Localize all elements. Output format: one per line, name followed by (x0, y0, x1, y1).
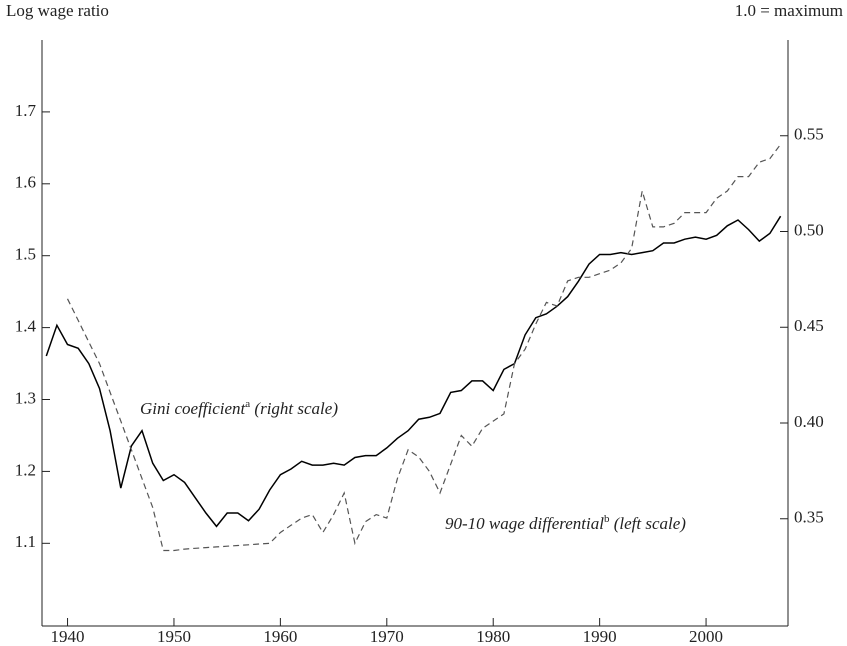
y-tick-label: 1.6 (15, 173, 36, 192)
x-tick-label: 1990 (583, 627, 617, 646)
series-line (66, 143, 782, 552)
x-tick-label: 2000 (689, 627, 723, 646)
y-tick-label: 1.2 (15, 460, 36, 479)
y-tick-label: 1.7 (15, 101, 37, 120)
y-tick-label: 1.5 (15, 245, 36, 264)
annotation-sup: b (604, 513, 610, 525)
annotation-name: 90-10 wage differential (445, 514, 604, 533)
x-tick-label: 1960 (263, 627, 297, 646)
y-tick-label: 1.1 (15, 532, 36, 551)
x-tick-label: 1940 (51, 627, 85, 646)
x-tick-label: 1970 (370, 627, 404, 646)
x-tick-label: 1950 (157, 627, 191, 646)
y2-tick-label: 0.55 (794, 125, 824, 144)
y2-tick-label: 0.45 (794, 316, 824, 335)
y-tick-label: 1.4 (15, 317, 37, 336)
annotation-sup: a (245, 398, 250, 410)
y2-tick-label: 0.35 (794, 508, 824, 527)
annotation-name: Gini coefficient (140, 399, 247, 418)
y2-tick-label: 0.50 (794, 220, 824, 239)
y-tick-label: 1.3 (15, 388, 36, 407)
series-line (45, 215, 782, 528)
x-tick-label: 1980 (476, 627, 510, 646)
annotation-note: (left scale) (609, 514, 686, 533)
annotation-note: (right scale) (250, 399, 338, 418)
y2-tick-label: 0.40 (794, 412, 824, 431)
annotation: Gini coefficienta (right scale) (140, 398, 338, 418)
annotation: 90-10 wage differentialb (left scale) (445, 513, 686, 533)
y2-axis-label: 1.0 = maximum (735, 1, 843, 20)
y-axis-label: Log wage ratio (6, 1, 109, 20)
